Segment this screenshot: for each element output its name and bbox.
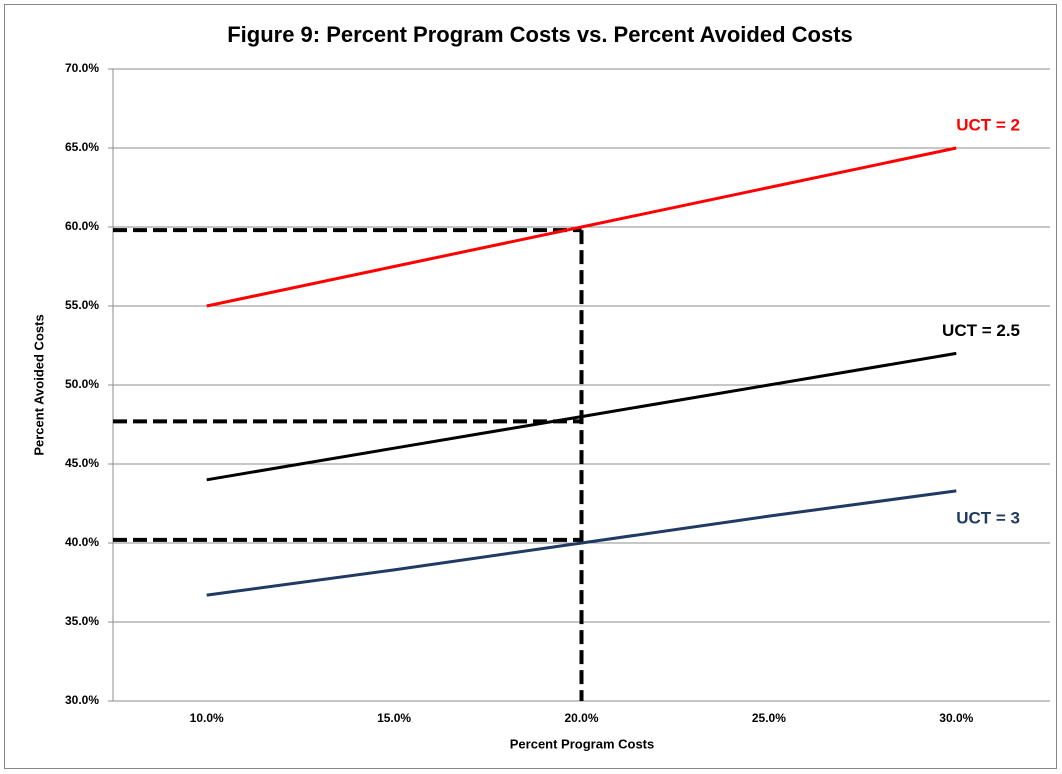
x-tick-label: 15.0%	[377, 711, 411, 725]
series-label: UCT = 2	[956, 115, 1020, 134]
x-tick-label: 10.0%	[190, 711, 224, 725]
y-tick-label: 40.0%	[65, 535, 99, 549]
x-tick-label: 20.0%	[564, 711, 598, 725]
y-tick-label: 55.0%	[65, 298, 99, 312]
series-label: UCT = 2.5	[942, 321, 1020, 340]
y-tick-label: 30.0%	[65, 693, 99, 707]
x-axis-title: Percent Program Costs	[510, 736, 655, 751]
series-label: UCT = 3	[956, 508, 1020, 527]
y-tick-label: 35.0%	[65, 614, 99, 628]
x-tick-label: 30.0%	[939, 711, 973, 725]
series-line	[206, 489, 957, 597]
y-tick-label: 70.0%	[65, 61, 99, 75]
chart-frame	[4, 4, 1057, 769]
x-tick-label: 25.0%	[752, 711, 786, 725]
y-axis-title: Percent Avoided Costs	[31, 314, 46, 455]
y-tick-label: 45.0%	[65, 456, 99, 470]
y-tick-label: 65.0%	[65, 140, 99, 154]
y-tick-label: 60.0%	[65, 219, 99, 233]
series-line	[206, 351, 957, 482]
chart-title: Figure 9: Percent Program Costs vs. Perc…	[227, 22, 853, 47]
series-line	[206, 146, 957, 308]
y-tick-label: 50.0%	[65, 377, 99, 391]
